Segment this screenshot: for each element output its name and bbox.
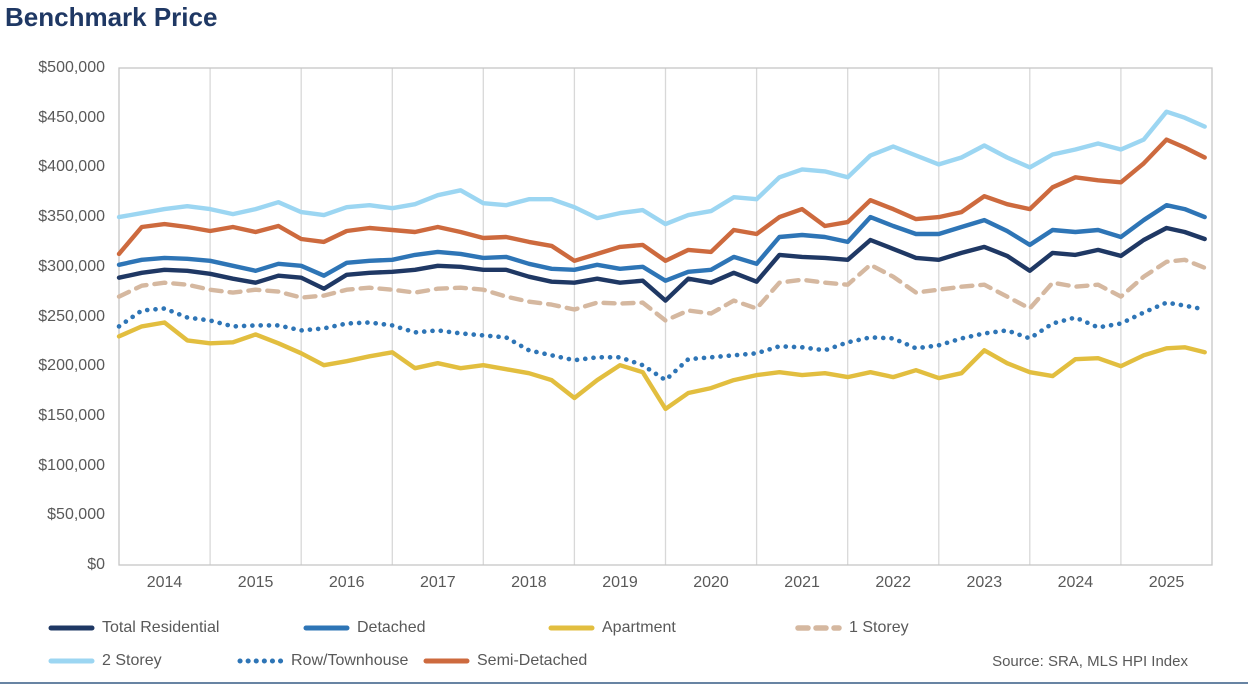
- source-note: Source: SRA, MLS HPI Index: [992, 653, 1188, 670]
- legend-swatch-solid: [48, 658, 95, 664]
- y-tick-label: $450,000: [38, 108, 105, 126]
- legend-item-detached: Detached: [303, 620, 426, 636]
- y-tick-label: $400,000: [38, 158, 105, 176]
- legend-item-semi-detached: Semi-Detached: [423, 653, 587, 669]
- x-tick-label: 2014: [146, 574, 183, 591]
- series-line-row-townhouse: [116, 300, 1207, 383]
- legend-label: Semi-Detached: [477, 652, 588, 669]
- y-tick-label: $50,000: [47, 506, 105, 524]
- chart-title: Benchmark Price: [5, 2, 218, 32]
- legend-item-row-townhouse: Row/Townhouse: [237, 653, 408, 669]
- legend-item-2-storey: 2 Storey: [48, 653, 162, 669]
- y-tick-label: $200,000: [38, 357, 105, 375]
- y-tick-label: $0: [87, 556, 105, 573]
- series-line-semi-detached: [116, 137, 1207, 263]
- legend-swatch-solid: [48, 625, 95, 631]
- y-tick-label: $150,000: [38, 406, 105, 424]
- x-tick-label: 2022: [875, 574, 911, 591]
- x-tick-label: 2024: [1057, 574, 1094, 591]
- legend-swatch-solid: [548, 625, 595, 631]
- y-tick-label: $350,000: [38, 208, 105, 226]
- y-tick-label: $100,000: [38, 456, 105, 474]
- x-tick-label: 2023: [966, 574, 1003, 591]
- plot-border: [118, 67, 1213, 566]
- legend-label: 1 Storey: [849, 619, 909, 636]
- legend-item-total-residential: Total Residential: [48, 620, 219, 636]
- legend-label: Total Residential: [102, 619, 220, 636]
- x-tick-label: 2017: [420, 574, 456, 591]
- x-tick-label: 2018: [511, 574, 547, 591]
- y-tick-label: $500,000: [38, 59, 105, 76]
- x-tick-label: 2021: [784, 574, 820, 591]
- x-tick-label: 2025: [1148, 574, 1185, 591]
- series-line-detached: [116, 202, 1207, 283]
- legend-swatch-dotted: [237, 658, 284, 664]
- legend-swatch-solid: [423, 658, 470, 664]
- legend-item-1-storey: 1 Storey: [795, 620, 909, 636]
- y-tick-label: $250,000: [38, 307, 105, 325]
- legend-label: Detached: [357, 619, 426, 636]
- series-line-apartment: [116, 320, 1207, 412]
- legend-label: Row/Townhouse: [291, 652, 409, 669]
- x-tick-label: 2016: [328, 574, 365, 591]
- series-line-total-residential: [116, 225, 1207, 303]
- series-line-2-storey: [116, 109, 1207, 227]
- series-line-1-storey: [116, 257, 1207, 323]
- bottom-border-rule: [0, 682, 1248, 684]
- legend-item-apartment: Apartment: [548, 620, 676, 636]
- legend-label: 2 Storey: [102, 652, 162, 669]
- legend-swatch-solid: [303, 625, 350, 631]
- y-tick-label: $300,000: [38, 257, 105, 275]
- x-tick-label: 2019: [602, 574, 638, 591]
- legend-label: Apartment: [602, 619, 676, 636]
- x-tick-label: 2020: [693, 574, 729, 591]
- legend-swatch-dashed: [795, 625, 842, 631]
- x-tick-label: 2015: [237, 574, 274, 591]
